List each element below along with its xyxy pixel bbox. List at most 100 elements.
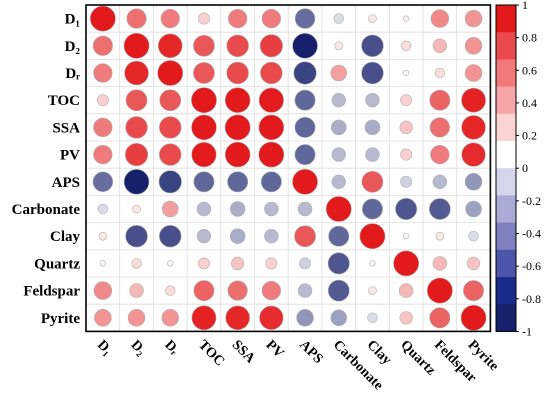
- corr-circle-9-3: [198, 257, 210, 270]
- corr-circle-4-5: [258, 114, 285, 141]
- corr-circle-7-6: [297, 201, 313, 217]
- colorbar-tick-label: 0.6: [522, 63, 537, 77]
- row-label: Carbonate: [12, 202, 81, 218]
- corr-circle-7-2: [161, 200, 179, 218]
- corr-circle-5-8: [365, 147, 380, 162]
- corr-circle-4-1: [125, 116, 148, 139]
- corr-circle-5-0: [93, 144, 113, 165]
- corr-circle-7-10: [429, 198, 451, 220]
- corr-circle-0-10: [430, 9, 450, 28]
- corr-circle-9-9: [393, 250, 420, 277]
- column-label: SSA: [229, 338, 258, 367]
- corr-circle-11-2: [161, 309, 180, 327]
- corr-circle-5-11: [461, 142, 486, 167]
- corr-circle-7-0: [97, 203, 109, 215]
- row-label: SSA: [52, 120, 80, 136]
- corr-circle-8-11: [468, 231, 479, 242]
- row-label: Feldspar: [23, 284, 80, 300]
- colorbar-band: [496, 249, 516, 278]
- colorbar-band: [496, 195, 516, 224]
- corr-circle-10-0: [93, 281, 113, 300]
- corr-circle-1-1: [123, 32, 150, 59]
- corr-circle-3-3: [191, 87, 217, 114]
- corr-circle-8-9: [403, 233, 410, 240]
- corr-circle-1-2: [157, 33, 183, 59]
- colorbar-band: [496, 304, 516, 332]
- corr-circle-2-9: [403, 69, 410, 77]
- corr-circle-3-1: [125, 89, 148, 112]
- colorbar-band: [496, 277, 516, 305]
- corr-circle-10-9: [398, 283, 414, 298]
- corr-circle-2-5: [260, 61, 283, 85]
- colorbar-band: [496, 59, 516, 88]
- row-label: Clay: [50, 229, 81, 245]
- circles-layer: [89, 5, 487, 331]
- row-label: Dᵣ: [65, 66, 80, 82]
- corr-circle-6-5: [260, 171, 282, 193]
- colorbar-band: [496, 222, 516, 251]
- corr-circle-5-5: [258, 141, 285, 168]
- corr-circle-11-0: [94, 309, 112, 327]
- corr-circle-10-11: [463, 280, 485, 302]
- corr-circle-7-3: [196, 201, 212, 217]
- corr-circle-9-7: [327, 252, 350, 275]
- colorbar-tick-label: -0.4: [522, 226, 541, 240]
- corr-circle-9-0: [99, 260, 106, 267]
- corr-circle-3-5: [258, 87, 284, 113]
- corr-circle-6-1: [123, 169, 150, 195]
- corr-circle-2-1: [124, 60, 149, 86]
- corr-circle-4-3: [191, 114, 217, 141]
- corr-circle-10-3: [193, 280, 215, 302]
- corr-circle-4-2: [159, 116, 182, 139]
- corr-circle-7-5: [264, 201, 279, 217]
- corr-circle-4-6: [294, 116, 316, 138]
- corr-circle-11-7: [330, 309, 348, 327]
- corr-circle-3-6: [294, 89, 316, 111]
- row-label: TOC: [48, 93, 80, 109]
- corr-circle-11-6: [296, 309, 314, 327]
- corr-circle-2-3: [193, 62, 215, 84]
- row-label: D₁: [65, 12, 80, 28]
- corr-circle-3-2: [159, 89, 182, 112]
- corr-circle-2-2: [157, 60, 184, 86]
- corr-circle-6-7: [331, 174, 346, 190]
- corr-circle-7-1: [132, 204, 141, 214]
- colorbar-tick-label: 0.8: [522, 31, 537, 45]
- corr-circle-4-11: [461, 115, 486, 140]
- corr-circle-4-10: [429, 117, 450, 138]
- corr-circle-10-4: [227, 280, 248, 301]
- colorbar-tick-label: -1: [522, 324, 532, 338]
- corr-circle-9-4: [231, 256, 245, 271]
- corr-circle-9-2: [167, 260, 174, 267]
- corr-circle-4-0: [93, 117, 113, 138]
- colorbar-tick-label: 0: [522, 161, 528, 175]
- colorbar-band: [496, 5, 516, 33]
- corr-circle-4-9: [399, 120, 413, 134]
- row-label: Pyrite: [41, 311, 80, 327]
- corr-circle-0-11: [464, 9, 483, 28]
- corr-circle-0-5: [261, 8, 281, 29]
- corr-circle-6-8: [361, 170, 384, 193]
- corr-circle-4-7: [330, 119, 347, 136]
- corr-circle-3-0: [96, 94, 109, 107]
- corr-circle-0-8: [368, 14, 377, 23]
- row-label: D₂: [65, 39, 81, 55]
- corr-circle-10-5: [261, 280, 281, 301]
- corr-circle-0-0: [89, 5, 116, 32]
- colorbar-tick-label: 0.4: [522, 96, 537, 110]
- row-labels: D₁ D₂ Dᵣ TOC SSA PV APS Carbonate Clay Quartz Feld…: [12, 12, 81, 327]
- row-label: APS: [52, 175, 80, 191]
- corr-circle-9-6: [299, 257, 311, 270]
- row-label: PV: [60, 148, 80, 164]
- corr-circle-11-11: [460, 304, 487, 331]
- corr-circle-2-10: [434, 67, 446, 79]
- column-label: D₂: [128, 338, 149, 359]
- corr-circle-10-8: [368, 286, 377, 295]
- corr-circle-3-10: [429, 89, 451, 111]
- corr-circle-7-9: [395, 198, 418, 220]
- corr-circle-8-8: [359, 223, 386, 250]
- corr-circle-5-9: [400, 148, 413, 161]
- corr-circle-0-6: [294, 8, 316, 29]
